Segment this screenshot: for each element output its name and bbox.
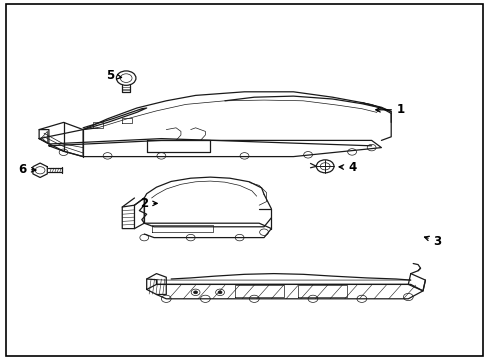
Text: 3: 3 (424, 235, 441, 248)
Text: 1: 1 (375, 103, 404, 116)
Text: 6: 6 (18, 163, 36, 176)
Text: 2: 2 (140, 197, 157, 210)
Circle shape (193, 291, 197, 294)
Circle shape (218, 291, 222, 294)
Text: 5: 5 (106, 69, 122, 82)
Text: 4: 4 (339, 161, 355, 174)
